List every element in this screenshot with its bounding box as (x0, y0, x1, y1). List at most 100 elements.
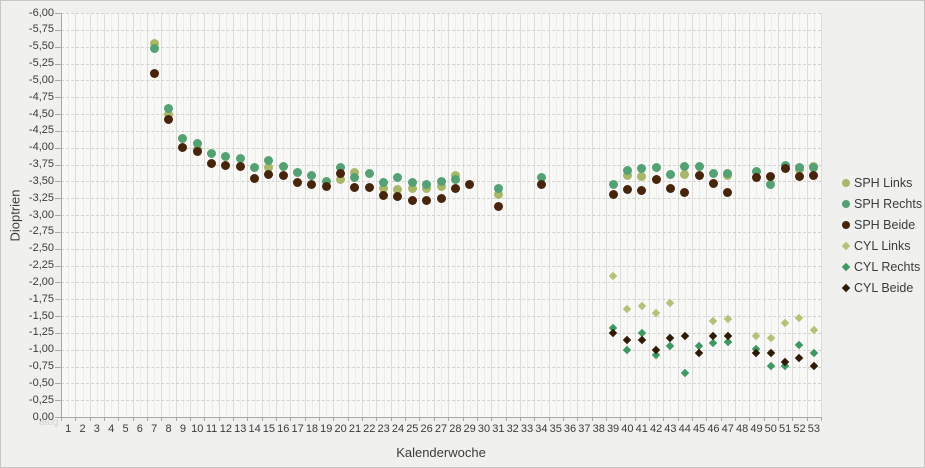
horizontal-gridline (61, 97, 821, 99)
x-tick-mark (175, 417, 177, 421)
x-tick-mark (505, 417, 507, 421)
data-point-sph-links (637, 172, 647, 182)
data-point-sph-rechts (536, 172, 546, 182)
x-tick-mark (419, 417, 421, 421)
y-tick-label: -2,00 (28, 275, 54, 288)
vertical-gridline (821, 13, 822, 417)
horizontal-gridline (61, 316, 821, 317)
x-tick-mark (218, 417, 220, 421)
data-point-sph-rechts (407, 178, 417, 188)
x-tick-mark (347, 417, 349, 421)
horizontal-gridline (61, 13, 821, 14)
data-point-sph-rechts (651, 162, 661, 172)
data-point-sph-beide (178, 143, 188, 153)
x-tick-label: 28 (449, 423, 462, 435)
x-tick-label: 37 (578, 423, 591, 435)
x-tick-label: 29 (463, 423, 476, 435)
y-tick-mark (55, 97, 61, 99)
horizontal-gridline (61, 332, 821, 334)
legend-diamond-icon (841, 283, 851, 292)
y-tick-label: -2,25 (28, 259, 54, 271)
y-tick-mark (55, 13, 61, 14)
horizontal-gridline (61, 231, 821, 233)
x-tick-mark (190, 417, 192, 421)
y-tick-mark (55, 299, 61, 301)
x-tick-label: 24 (391, 423, 405, 435)
x-tick-mark (648, 417, 650, 421)
x-tick-mark (433, 417, 435, 421)
horizontal-gridline (61, 215, 821, 216)
x-tick-label: 38 (592, 423, 605, 435)
y-tick-label: -3,25 (28, 191, 54, 204)
legend-item-sph-beide: SPH Beide (842, 214, 922, 235)
data-point-sph-links (407, 184, 417, 194)
data-point-sph-rechts (278, 162, 288, 172)
y-tick-mark (55, 400, 61, 402)
y-tick-label: -4,50 (28, 107, 54, 120)
data-point-sph-beide (637, 186, 647, 196)
y-tick-label: -5,00 (28, 73, 54, 86)
data-point-sph-beide (192, 147, 202, 157)
data-point-sph-beide (493, 202, 503, 212)
y-tick-mark (55, 29, 61, 31)
x-tick-label: 4 (108, 423, 115, 435)
legend-item-cyl-links: CYL Links (841, 235, 922, 256)
data-point-sph-beide (708, 178, 718, 188)
x-tick-mark (634, 417, 636, 421)
x-tick-label: 14 (248, 423, 261, 435)
data-point-sph-rechts (178, 134, 188, 144)
x-tick-mark (491, 417, 493, 421)
x-tick-mark (390, 417, 392, 421)
x-tick-label: 7 (151, 423, 158, 435)
data-point-sph-rechts (149, 43, 159, 53)
x-tick-label: 52 (793, 423, 806, 435)
x-tick-mark (562, 417, 564, 421)
x-tick-label: 21 (348, 423, 362, 435)
x-tick-label: 16 (277, 423, 290, 435)
data-point-sph-rechts (608, 180, 618, 190)
data-point-sph-rechts (350, 172, 360, 182)
data-point-sph-rechts (364, 168, 374, 178)
x-tick-label: 19 (320, 423, 333, 435)
data-point-sph-beide (379, 190, 389, 200)
x-axis-title: Kalenderwoche (396, 445, 486, 460)
x-tick-label: 6 (136, 423, 143, 435)
x-tick-mark (620, 417, 622, 421)
y-tick-label: -0,50 (28, 376, 54, 389)
data-point-sph-beide (794, 172, 804, 182)
x-tick-label: 46 (707, 423, 720, 435)
data-point-cyl-rechts (766, 361, 776, 371)
x-tick-label: 45 (692, 423, 706, 435)
data-point-sph-links (149, 38, 159, 48)
horizontal-gridline (61, 80, 821, 82)
data-point-sph-beide (780, 164, 790, 174)
data-point-sph-beide (207, 158, 217, 168)
legend-item-sph-rechts: SPH Rechts (842, 193, 922, 214)
x-tick-mark (362, 417, 364, 421)
data-point-cyl-links (709, 316, 718, 325)
x-tick-mark (462, 417, 464, 421)
y-axis-line (61, 13, 62, 417)
horizontal-gridline (61, 299, 821, 301)
x-tick-label: 44 (678, 423, 691, 435)
x-tick-mark (691, 417, 693, 421)
x-tick-mark (304, 417, 306, 421)
data-point-sph-beide (264, 170, 274, 180)
x-tick-label: 3 (93, 423, 100, 435)
data-point-sph-rechts (393, 173, 403, 183)
x-tick-label: 9 (179, 423, 186, 435)
x-tick-label: 22 (363, 423, 376, 435)
data-point-cyl-beide (623, 335, 632, 344)
data-point-sph-beide (250, 174, 260, 184)
y-tick-label: 0,00 (32, 410, 54, 423)
legend-label: CYL Rechts (854, 259, 921, 274)
data-point-sph-links (493, 190, 503, 200)
x-tick-label: 41 (635, 423, 648, 435)
y-tick-label: -0,25 (28, 393, 54, 406)
y-tick-mark (55, 383, 61, 385)
x-tick-label: 10 (191, 423, 204, 435)
y-tick-mark (55, 366, 61, 368)
data-point-cyl-links (623, 305, 632, 314)
x-tick-mark (376, 417, 378, 421)
y-tick-label: -5,75 (28, 23, 54, 36)
